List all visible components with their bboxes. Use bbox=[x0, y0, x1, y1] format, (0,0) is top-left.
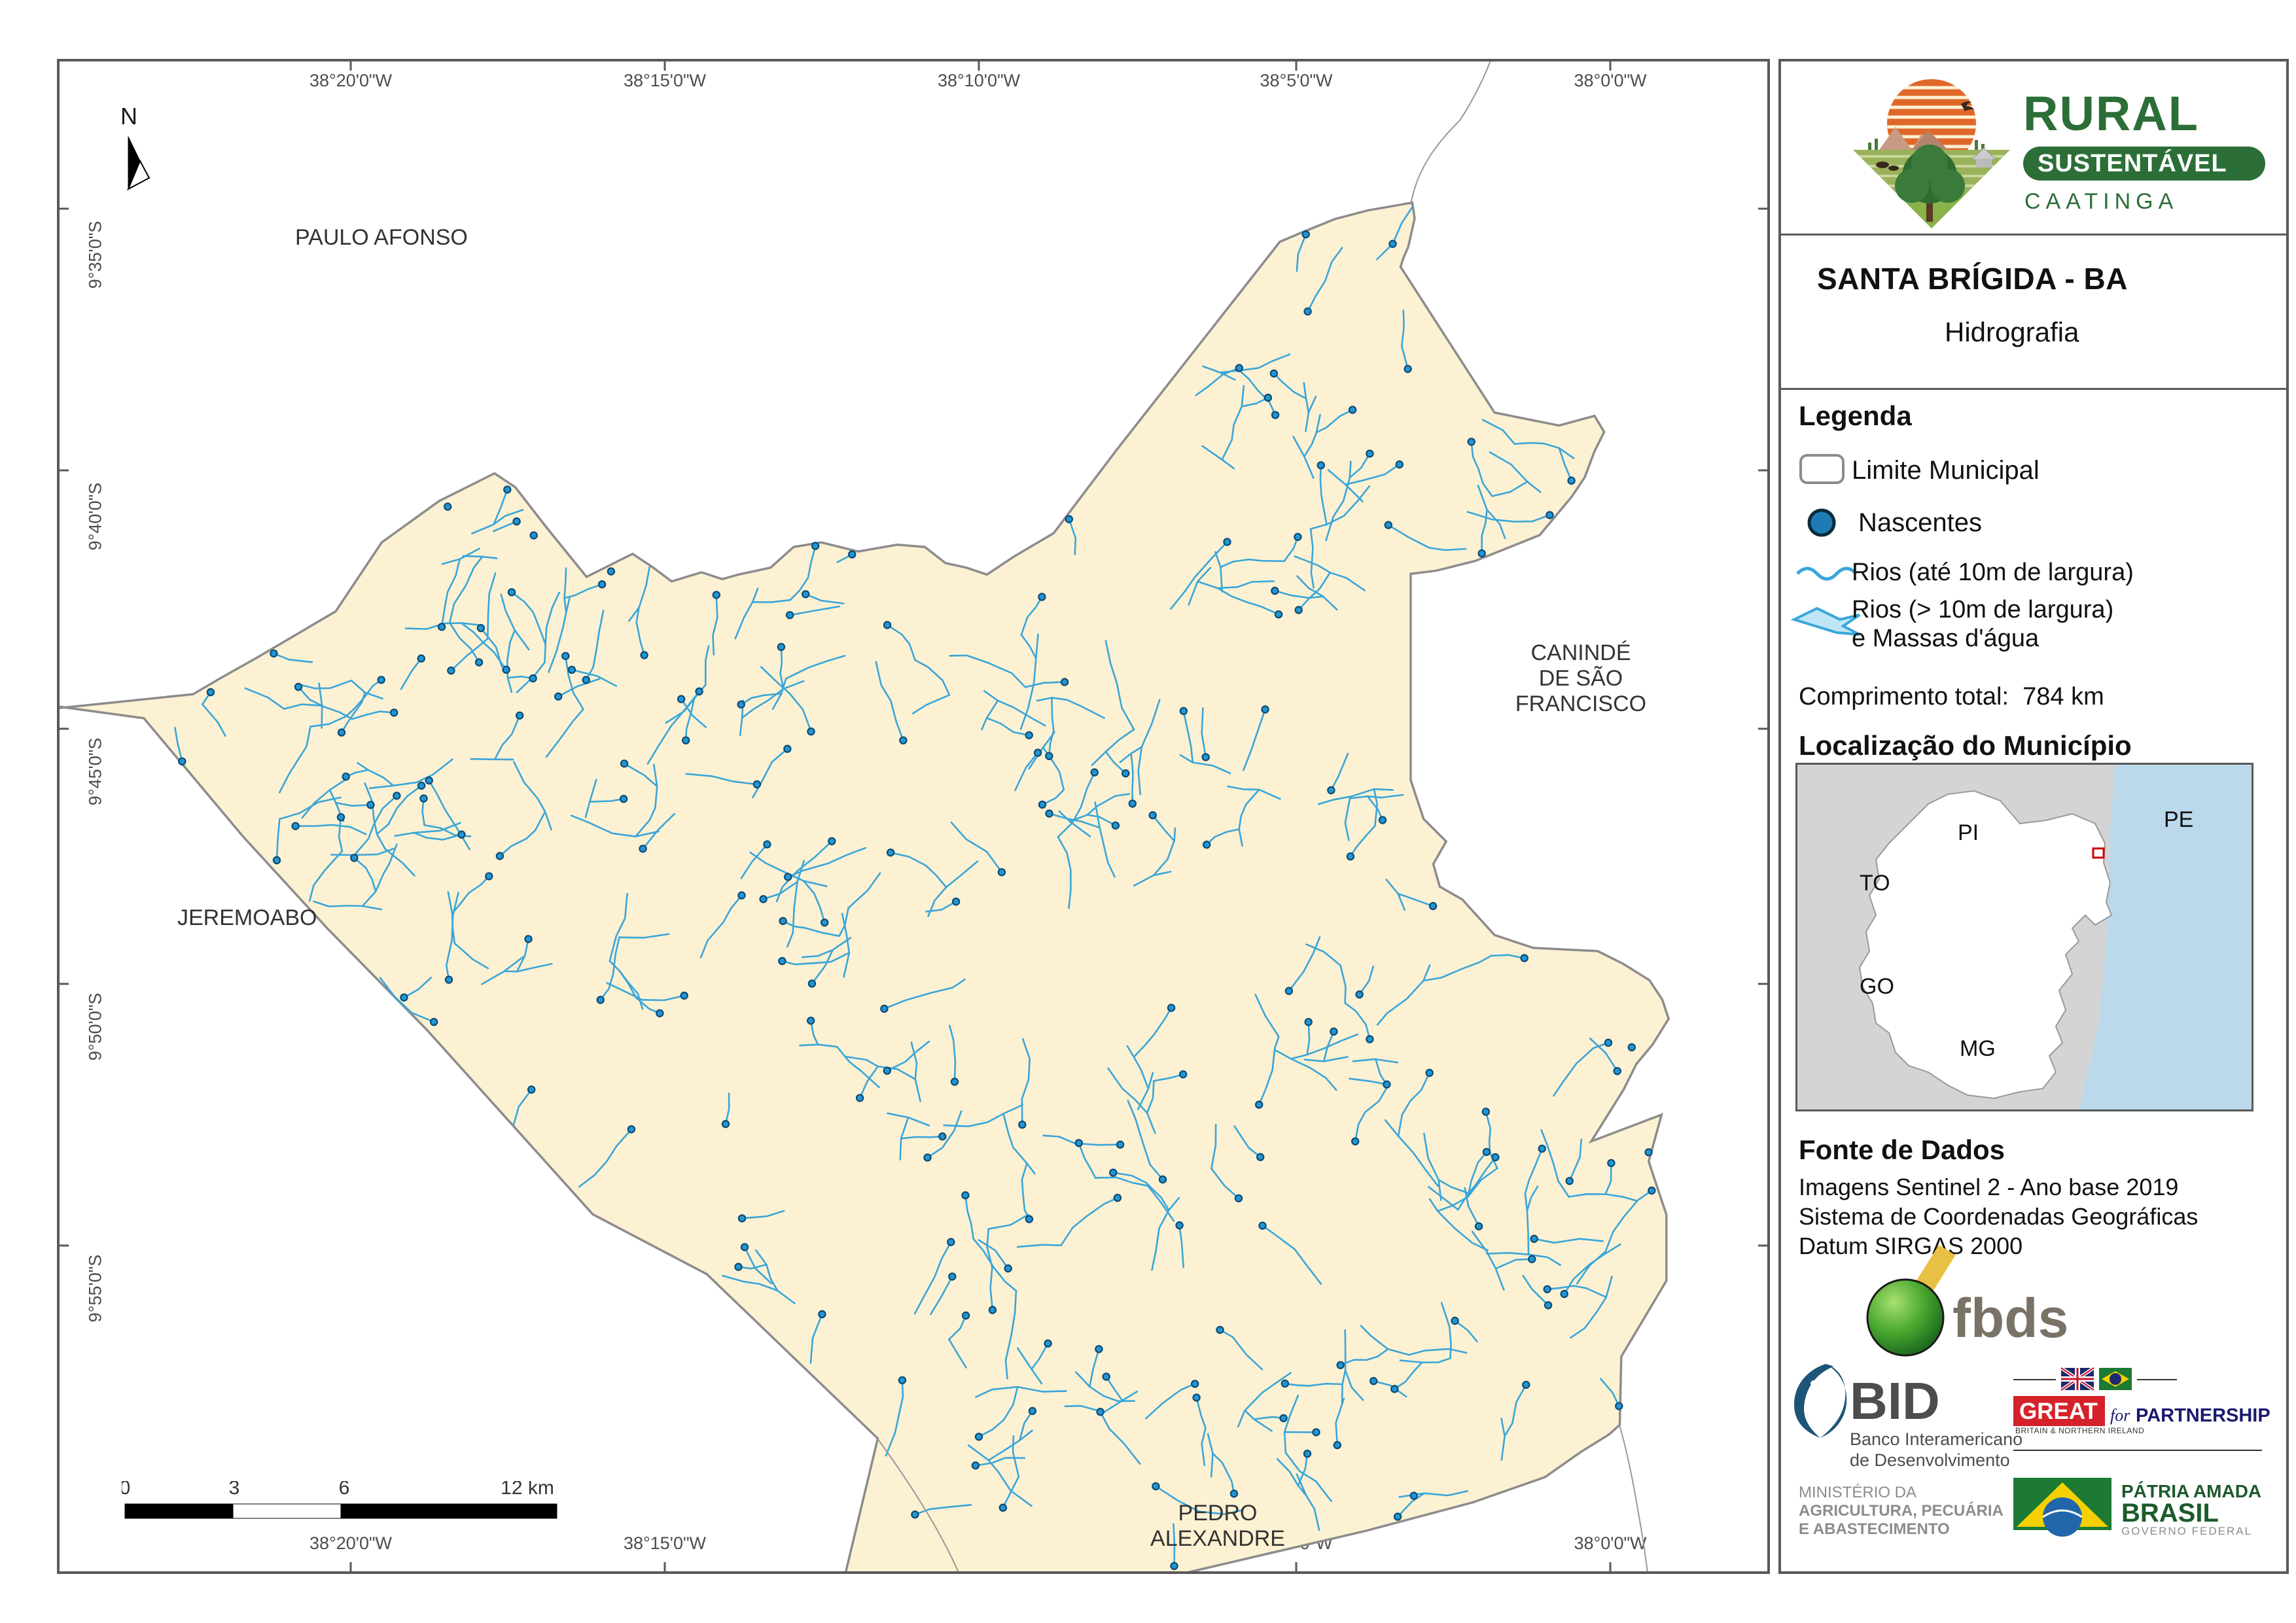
svg-text:GREAT: GREAT bbox=[2019, 1399, 2098, 1424]
svg-text:fbds: fbds bbox=[1952, 1287, 2068, 1349]
svg-text:GOVERNO FEDERAL: GOVERNO FEDERAL bbox=[2121, 1525, 2252, 1537]
svg-text:3: 3 bbox=[229, 1481, 240, 1499]
svg-text:MINISTÉRIO DA: MINISTÉRIO DA bbox=[1799, 1484, 1916, 1501]
svg-text:Rios (até 10m de largura): Rios (até 10m de largura) bbox=[1852, 559, 2134, 586]
svg-text:de Desenvolvimento: de Desenvolvimento bbox=[1850, 1450, 2010, 1470]
svg-text:Banco Interamericano: Banco Interamericano bbox=[1850, 1429, 2022, 1449]
svg-text:BRASIL: BRASIL bbox=[2121, 1499, 2219, 1527]
svg-text:e Massas d'água: e Massas d'água bbox=[1852, 625, 2040, 652]
svg-text:TO: TO bbox=[1860, 871, 1890, 896]
svg-text:0: 0 bbox=[122, 1481, 130, 1499]
svg-text:AGRICULTURA, PECUÁRIA: AGRICULTURA, PECUÁRIA bbox=[1799, 1501, 2004, 1520]
svg-text:PE: PE bbox=[2164, 807, 2193, 832]
svg-text:PI: PI bbox=[1958, 820, 1979, 845]
svg-text:PARTNERSHIP: PARTNERSHIP bbox=[2136, 1405, 2270, 1426]
svg-text:SUSTENTÁVEL: SUSTENTÁVEL bbox=[2038, 148, 2227, 177]
svg-text:E ABASTECIMENTO: E ABASTECIMENTO bbox=[1799, 1520, 1950, 1538]
svg-text:BRITAIN & NORTHERN IRELAND: BRITAIN & NORTHERN IRELAND bbox=[2015, 1426, 2144, 1435]
svg-text:Nascentes: Nascentes bbox=[1858, 508, 1982, 537]
svg-text:MG: MG bbox=[1960, 1036, 1996, 1061]
svg-text:RURAL: RURAL bbox=[2023, 86, 2199, 141]
svg-text:6: 6 bbox=[339, 1481, 350, 1499]
svg-text:Limite Municipal: Limite Municipal bbox=[1852, 456, 2040, 485]
svg-text:BID: BID bbox=[1850, 1372, 1940, 1430]
svg-text:12 km: 12 km bbox=[501, 1481, 554, 1499]
svg-text:CAATINGA: CAATINGA bbox=[2024, 189, 2178, 214]
svg-text:GO: GO bbox=[1860, 974, 1894, 999]
svg-text:Rios (> 10m de largura): Rios (> 10m de largura) bbox=[1852, 597, 2113, 623]
svg-text:for: for bbox=[2110, 1406, 2130, 1425]
